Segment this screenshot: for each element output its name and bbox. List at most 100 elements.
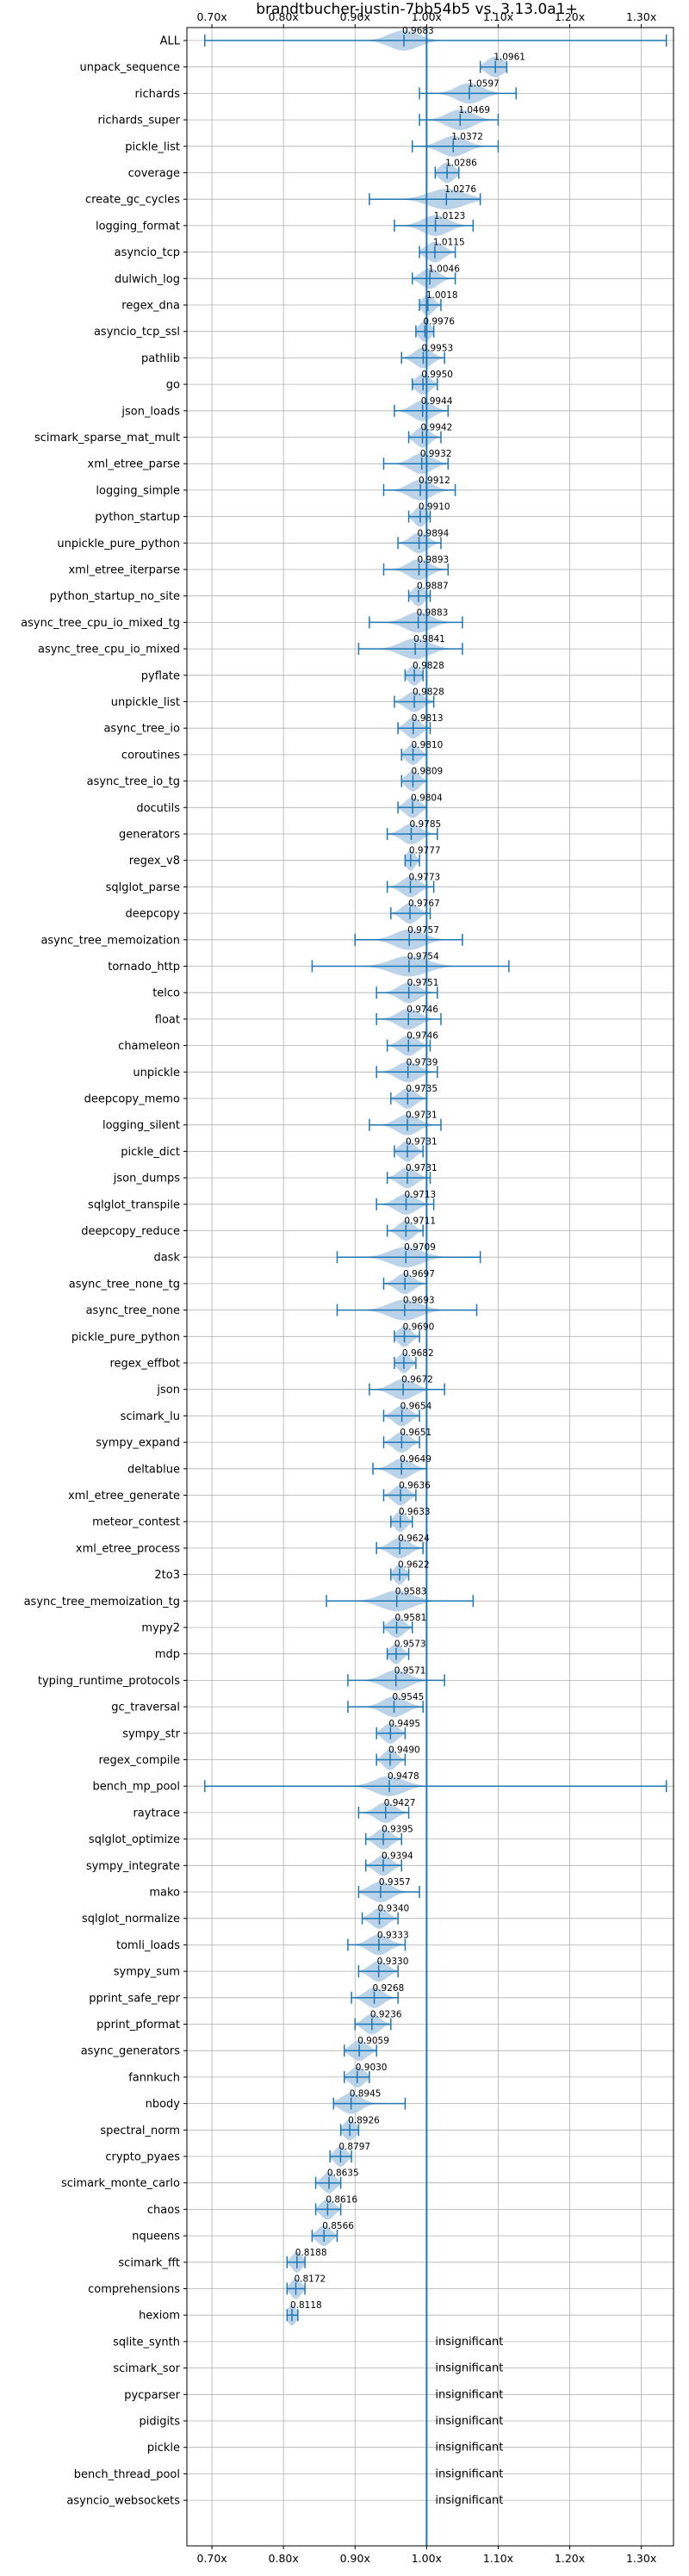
x-tick-label-bottom: 1.00x: [412, 2552, 442, 2565]
mean-value-label: 0.9810: [412, 740, 444, 750]
mean-value-label: 1.0286: [445, 159, 477, 169]
benchmark-label: mako: [149, 1887, 180, 1900]
benchmark-label: meteor_contest: [92, 1516, 180, 1529]
insignificant-label: insignificant: [435, 2415, 503, 2428]
benchmark-label: typing_runtime_protocols: [38, 1675, 180, 1688]
benchmark-label: sympy_sum: [114, 1966, 180, 1979]
mean-value-label: 0.9828: [413, 661, 444, 671]
mean-value-label: 1.0276: [444, 184, 476, 195]
benchmark-label: async_tree_io_tg: [87, 775, 180, 788]
benchmark-label: sqlite_synth: [113, 2336, 180, 2349]
mean-value-label: 0.9683: [402, 26, 434, 36]
mean-value-label: 0.9828: [413, 688, 444, 698]
benchmark-label: create_gc_cycles: [85, 194, 180, 207]
benchmark-label: async_tree_memoization: [40, 934, 180, 947]
benchmark-label: go: [166, 379, 180, 392]
benchmark-label: sympy_str: [122, 1727, 180, 1740]
mean-value-label: 0.9490: [388, 1745, 420, 1756]
benchmark-label: pprint_safe_repr: [89, 1992, 180, 2005]
mean-value-label: 0.9953: [421, 343, 453, 353]
mean-value-label: 0.9636: [399, 1481, 431, 1491]
mean-value-label: 0.9330: [377, 1957, 409, 1967]
mean-value-label: 0.9813: [412, 713, 444, 724]
benchmark-label: async_tree_cpu_io_mixed_tg: [21, 617, 180, 630]
benchmark-label: raytrace: [133, 1807, 180, 1820]
benchmark-label: scimark_lu: [121, 1410, 180, 1423]
plot-frame: [186, 27, 674, 2547]
x-tick-label-bottom: 1.20x: [555, 2552, 585, 2565]
benchmark-label: deepcopy_memo: [84, 1093, 180, 1106]
benchmark-label: async_generators: [81, 2045, 181, 2058]
benchmark-label: chaos: [147, 2204, 180, 2217]
benchmark-label: scimark_sor: [113, 2362, 180, 2375]
mean-value-label: 0.9893: [417, 555, 449, 565]
insignificant-label: insignificant: [435, 2362, 503, 2375]
mean-value-label: 0.9785: [409, 819, 441, 830]
mean-value-label: 0.9942: [421, 423, 453, 433]
mean-value-label: 1.0123: [434, 211, 466, 221]
mean-value-label: 0.9751: [407, 978, 439, 988]
mean-value-label: 0.9912: [419, 476, 450, 486]
benchmark-label: float: [155, 1013, 180, 1026]
mean-value-label: 0.9944: [421, 396, 453, 407]
mean-value-label: 0.8566: [322, 2221, 354, 2231]
mean-value-label: 0.9395: [382, 1825, 413, 1835]
mean-value-label: 0.9731: [406, 1111, 438, 1121]
mean-value-label: 0.9757: [407, 925, 439, 936]
mean-value-label: 0.9773: [408, 872, 440, 882]
benchmark-label: pyflate: [141, 669, 180, 682]
benchmark-label: sympy_expand: [96, 1437, 180, 1450]
benchmark-label: xml_etree_process: [76, 1542, 180, 1555]
benchmark-label: tomli_loads: [116, 1939, 180, 1952]
x-tick-label-top: 1.00x: [412, 10, 442, 23]
x-tick-label-bottom: 0.90x: [340, 2552, 370, 2565]
benchmark-label: logging_simple: [96, 484, 180, 497]
benchmark-label: dulwich_log: [115, 273, 180, 286]
mean-value-label: 0.9651: [400, 1428, 431, 1438]
benchmark-label: scimark_sparse_mat_mult: [34, 432, 180, 445]
x-tick-label-top: 1.30x: [626, 10, 656, 23]
benchmark-label: unpickle_pure_python: [57, 538, 180, 551]
mean-value-label: 0.9573: [394, 1640, 426, 1650]
mean-value-label: 0.9713: [404, 1190, 436, 1200]
benchmark-label: regex_v8: [129, 855, 180, 868]
mean-value-label: 1.0961: [493, 53, 525, 63]
mean-value-label: 0.9654: [400, 1401, 432, 1411]
mean-value-label: 0.9357: [379, 1877, 411, 1888]
benchmark-label: dask: [153, 1252, 180, 1265]
mean-value-label: 0.9581: [395, 1613, 427, 1623]
benchmark-label: nbody: [146, 2098, 181, 2111]
benchmark-label: pickle: [147, 2442, 180, 2455]
benchmark-label: json_loads: [121, 405, 180, 418]
benchmark-label: sqlglot_transpile: [88, 1198, 180, 1211]
x-tick-label-bottom: 0.80x: [269, 2552, 299, 2565]
mean-value-label: 0.9236: [370, 2010, 402, 2020]
mean-value-label: 1.0372: [451, 132, 483, 142]
mean-value-label: 0.9682: [402, 1348, 434, 1359]
benchmark-label: bench_thread_pool: [74, 2468, 180, 2481]
benchmark-label: json_dumps: [113, 1173, 180, 1185]
insignificant-label: insignificant: [435, 2442, 503, 2455]
benchmark-label: scimark_monte_carlo: [61, 2177, 180, 2190]
benchmark-label: regex_compile: [98, 1754, 180, 1767]
mean-value-label: 0.9754: [407, 952, 439, 962]
mean-value-label: 0.9894: [418, 528, 450, 538]
benchmark-label: asyncio_tcp: [115, 246, 180, 259]
mean-value-label: 0.9735: [406, 1084, 438, 1094]
benchmark-label: python_startup_no_site: [50, 590, 180, 603]
mean-value-label: 0.9932: [420, 449, 452, 459]
x-tick-label-bottom: 0.70x: [196, 2552, 227, 2565]
benchmark-label: fannkuch: [128, 2071, 180, 2084]
benchmark-label: logging_silent: [102, 1119, 180, 1132]
mean-value-label: 0.9709: [404, 1242, 436, 1253]
mean-value-label: 0.9697: [403, 1269, 435, 1279]
mean-value-label: 0.9731: [406, 1163, 438, 1173]
x-tick-label-top: 0.80x: [269, 10, 299, 23]
benchmark-label: sqlglot_parse: [106, 881, 180, 894]
mean-value-label: 0.9746: [407, 1005, 438, 1015]
benchmark-label: scimark_fft: [118, 2256, 180, 2269]
benchmark-label: asyncio_tcp_ssl: [94, 326, 180, 339]
mean-value-label: 0.8926: [348, 2115, 380, 2125]
benchmark-label: coverage: [128, 167, 180, 180]
benchmark-label: deltablue: [127, 1463, 180, 1476]
